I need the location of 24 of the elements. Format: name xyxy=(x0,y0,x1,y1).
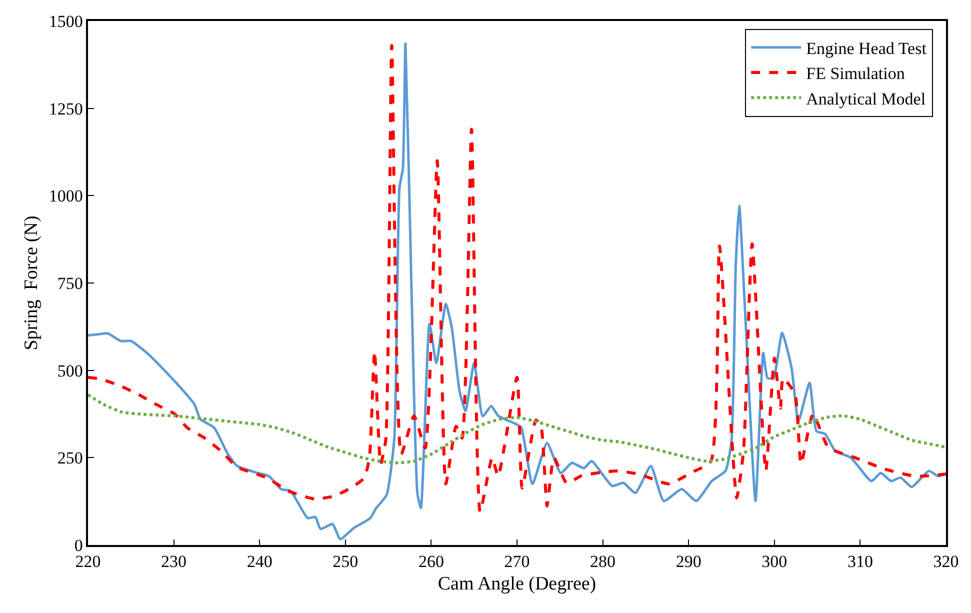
y-tick-label: 1000 xyxy=(48,186,83,206)
x-tick-label: 230 xyxy=(161,552,187,572)
legend-label: Analytical Model xyxy=(806,89,926,108)
y-axis-title: Spring Force (N) xyxy=(21,216,42,350)
x-tick-label: 310 xyxy=(847,552,873,572)
y-tick-label: 750 xyxy=(57,274,83,293)
line-series xyxy=(88,393,946,464)
x-tick-label: 280 xyxy=(590,552,616,572)
y-tick-label: 0 xyxy=(74,536,83,555)
x-tick-label: 270 xyxy=(504,552,530,572)
legend-label: FE Simulation xyxy=(806,64,906,84)
x-tick-label: 250 xyxy=(332,552,358,572)
x-tick-label: 290 xyxy=(676,552,702,572)
x-tick-label: 220 xyxy=(75,552,101,572)
y-tick-label: 1250 xyxy=(48,99,83,118)
y-tick-label: 500 xyxy=(57,361,83,380)
x-tick-label: 320 xyxy=(933,552,959,572)
x-axis-title: Cam Angle (Degree) xyxy=(438,573,596,594)
y-tick-label: 1500 xyxy=(48,12,83,31)
y-tick-label: 250 xyxy=(57,448,83,468)
x-tick-label: 300 xyxy=(762,552,788,572)
x-tick-label: 260 xyxy=(418,552,444,572)
x-tick-label: 240 xyxy=(246,552,272,572)
legend-label: Engine Head Test xyxy=(806,39,927,58)
